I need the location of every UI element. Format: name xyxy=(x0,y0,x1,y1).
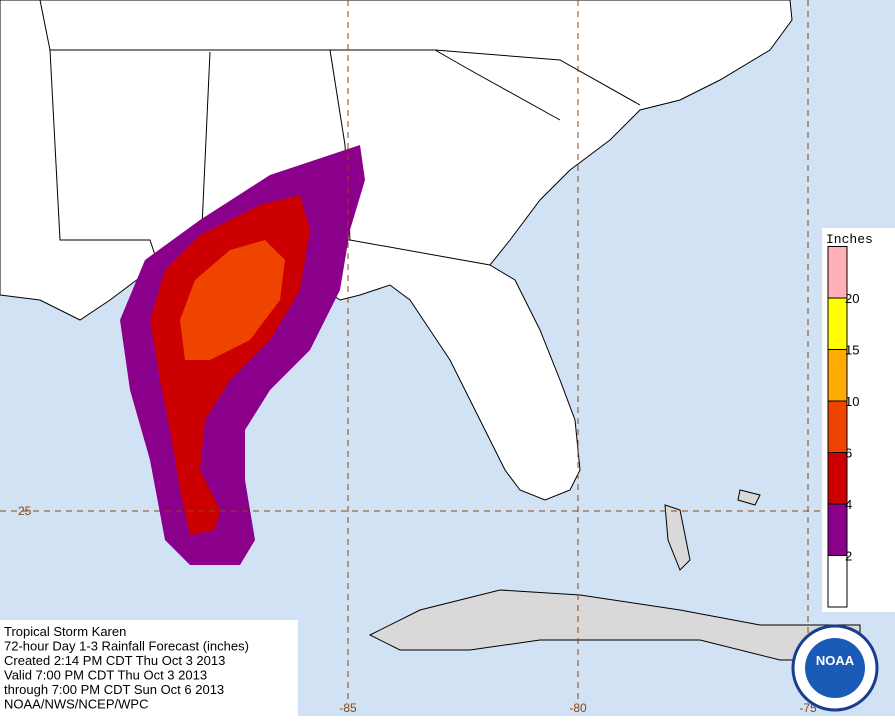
logo-disc xyxy=(805,638,865,698)
info-line: NOAA/NWS/NCEP/WPC xyxy=(4,697,148,712)
legend-label: 20 xyxy=(845,291,859,306)
legend-label: 6 xyxy=(845,446,852,461)
legend-label: 15 xyxy=(845,343,859,358)
info-line: Valid 7:00 PM CDT Thu Oct 3 2013 xyxy=(4,668,207,683)
info-box xyxy=(0,620,298,716)
noaa-logo: NOAA xyxy=(791,624,879,712)
legend-label: 2 xyxy=(845,549,852,564)
legend-label: 4 xyxy=(845,497,852,512)
lon-label: -85 xyxy=(339,701,357,715)
info-line: through 7:00 PM CDT Sun Oct 6 2013 xyxy=(4,682,224,697)
legend: 2 4 6 10 15 20 xyxy=(827,246,859,608)
legend-title: Inches xyxy=(826,232,873,247)
lat-label: 25 xyxy=(18,504,32,518)
info-line: Created 2:14 PM CDT Thu Oct 3 2013 xyxy=(4,653,225,668)
state-borders xyxy=(39,0,641,271)
bahamas xyxy=(664,489,761,571)
info-line: 72-hour Day 1-3 Rainfall Forecast (inche… xyxy=(4,639,249,654)
lon-label: -80 xyxy=(569,701,587,715)
legend-swatch xyxy=(827,246,848,299)
rain-6-10 xyxy=(180,240,285,360)
logo-text: NOAA xyxy=(816,653,855,668)
legend-label: 10 xyxy=(845,394,859,409)
info-line: Tropical Storm Karen xyxy=(4,624,126,639)
